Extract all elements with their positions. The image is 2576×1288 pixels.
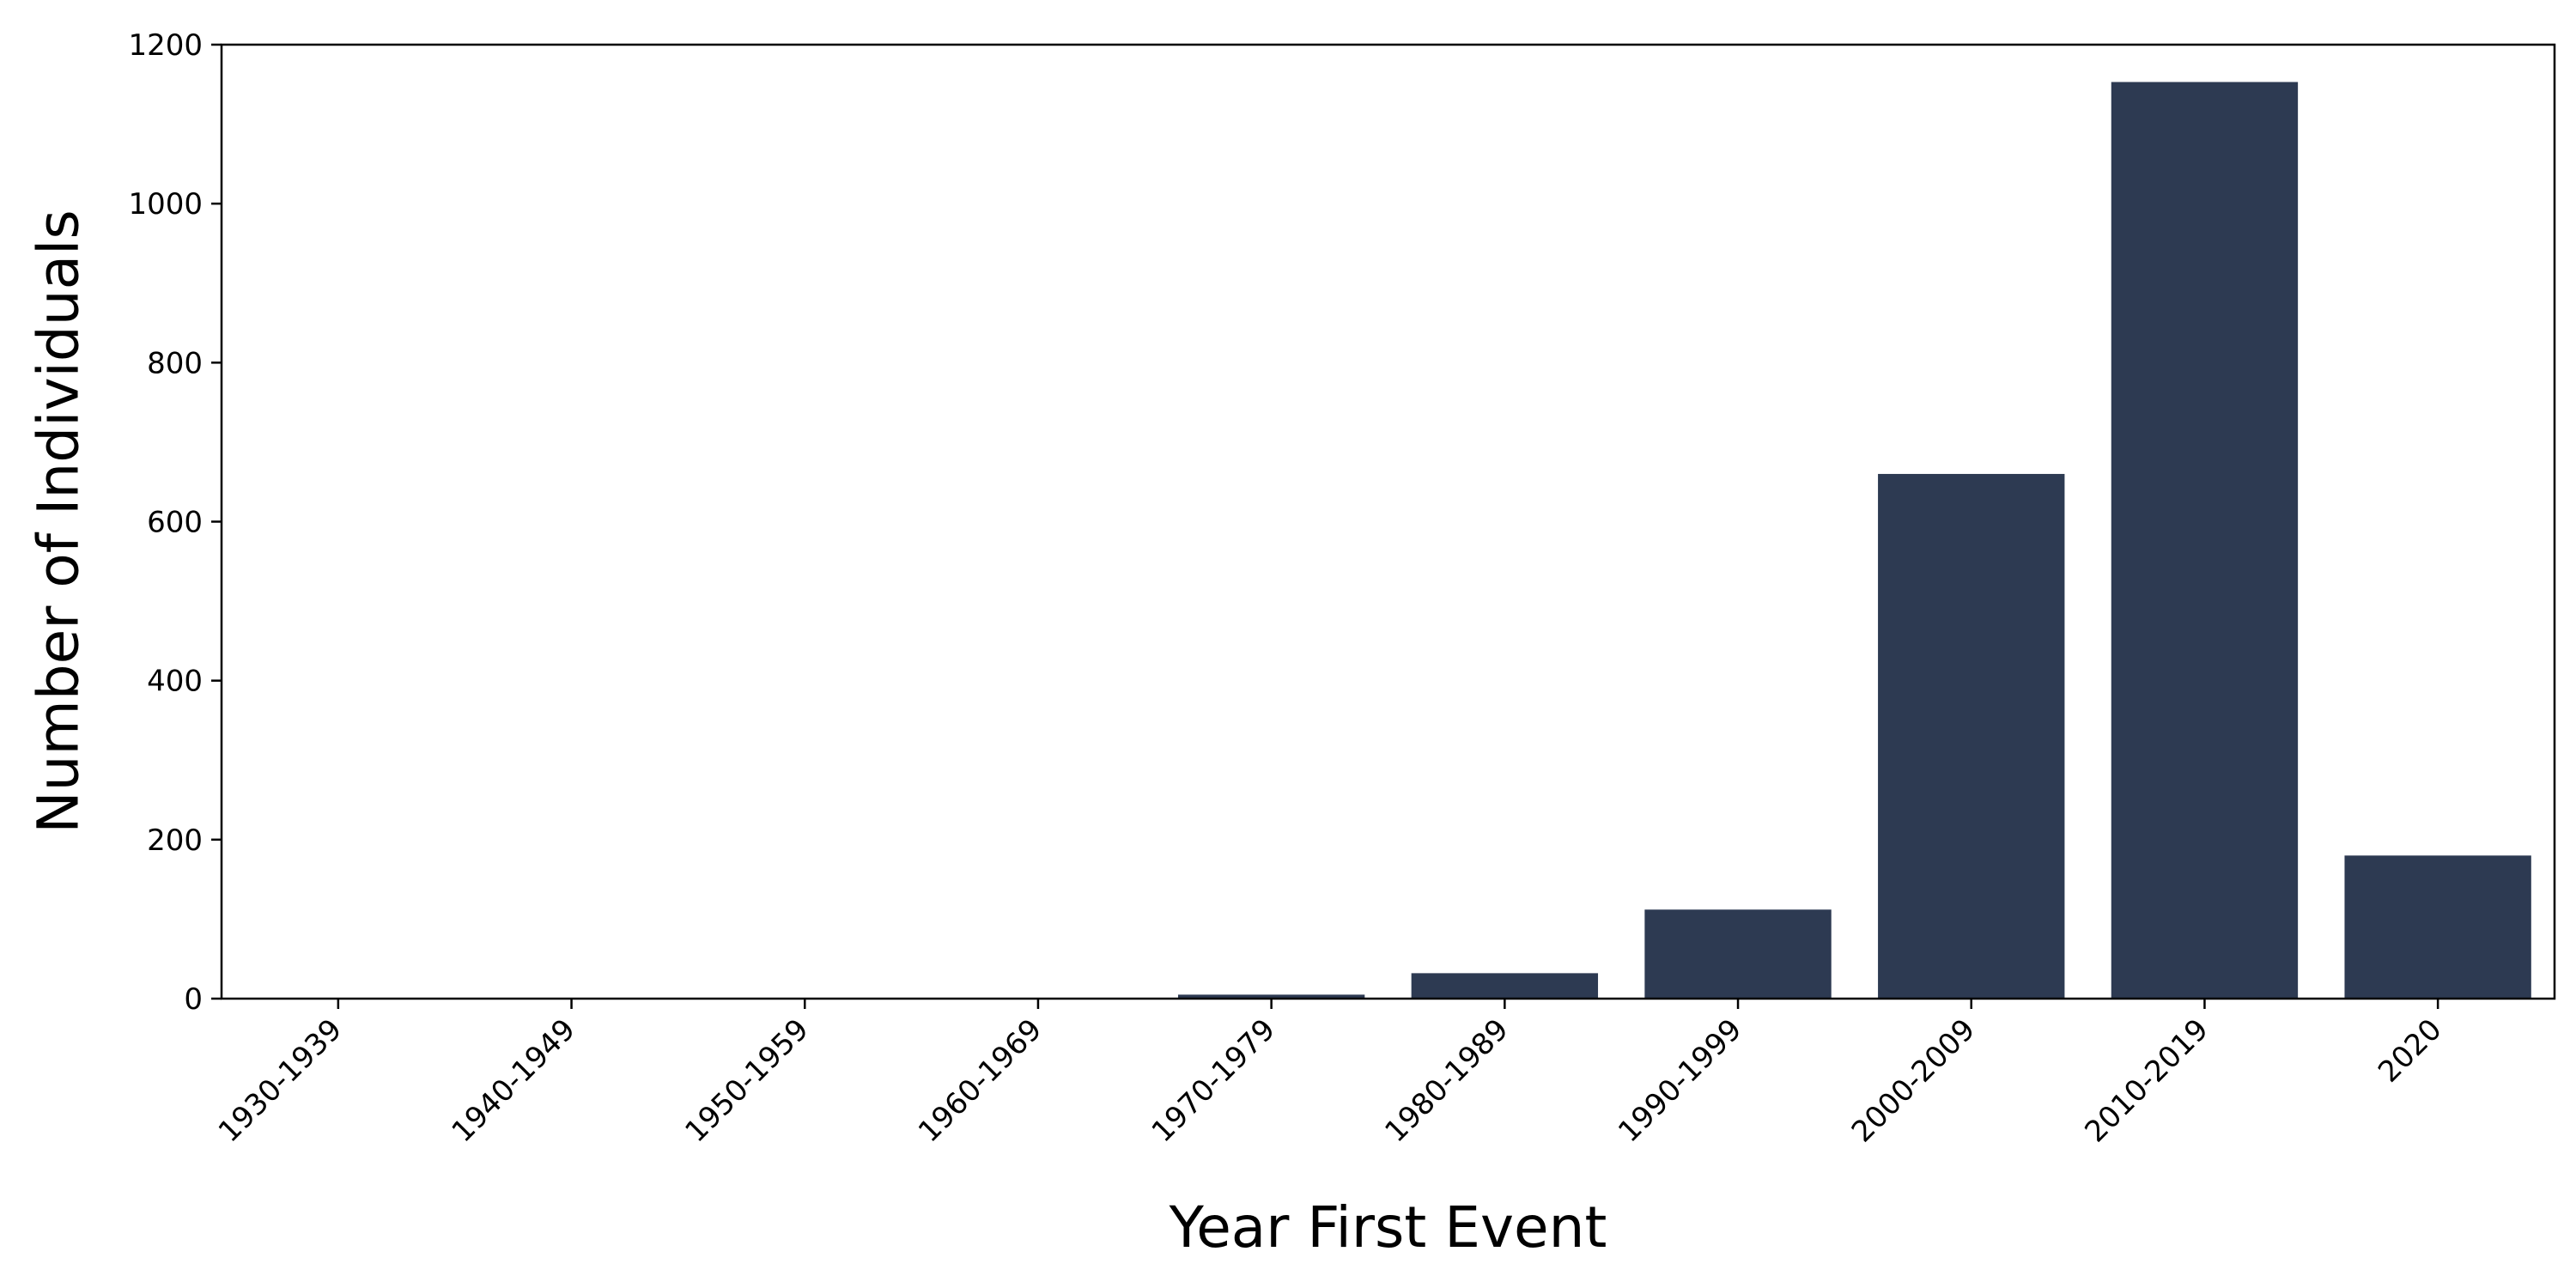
bar-1980-1989 xyxy=(1411,973,1599,999)
plot-frame xyxy=(220,43,2556,1000)
bars-layer xyxy=(1177,82,2531,999)
y-tick-label-200: 200 xyxy=(147,823,203,858)
bar-2020 xyxy=(2344,855,2531,999)
x-axis-title: Year First Event xyxy=(1169,1194,1607,1261)
y-tick-label-800: 800 xyxy=(147,346,203,380)
bar-2010-2019 xyxy=(2111,82,2299,999)
y-tick-label-600: 600 xyxy=(147,506,203,540)
y-tick-label-1000: 1000 xyxy=(128,187,203,222)
y-axis: 0 200 400 600 800 1000 1200 xyxy=(128,28,222,1017)
bar-2000-2009 xyxy=(1878,473,2065,999)
bar-1990-1999 xyxy=(1644,909,1832,999)
y-axis-title: Number of Individuals xyxy=(26,210,92,834)
y-tick-label-1200: 1200 xyxy=(128,28,203,63)
bar-1970-1979 xyxy=(1177,994,1365,999)
y-tick-label-400: 400 xyxy=(147,665,203,699)
y-tick-label-0: 0 xyxy=(184,982,203,1017)
